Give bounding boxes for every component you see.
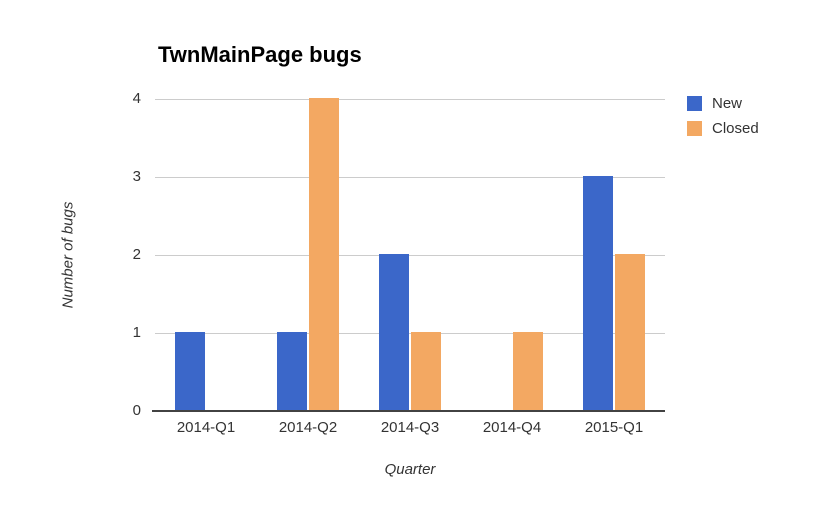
x-tick-labels: 2014-Q1 2014-Q2 2014-Q3 2014-Q4 2015-Q1 bbox=[155, 419, 665, 439]
legend-label-closed: Closed bbox=[712, 120, 759, 137]
legend: New Closed bbox=[687, 96, 759, 136]
gridline-3 bbox=[155, 177, 665, 178]
legend-label-new: New bbox=[712, 95, 743, 112]
x-tick-label-2014-Q2: 2014-Q2 bbox=[278, 419, 338, 436]
gridline-4 bbox=[155, 99, 665, 100]
chart-title: TwnMainPage bugs bbox=[158, 42, 362, 67]
gridline-1 bbox=[155, 333, 665, 334]
new-series-swatch bbox=[687, 96, 702, 111]
y-tick-label-0: 0 bbox=[132, 402, 141, 419]
bar-closed-2015-Q1 bbox=[615, 254, 645, 410]
plot-area bbox=[152, 98, 665, 412]
gridline-2 bbox=[155, 255, 665, 256]
bar-new-2014-Q3 bbox=[379, 254, 409, 410]
x-axis-title: Quarter bbox=[384, 461, 436, 478]
bar-closed-2014-Q4 bbox=[513, 332, 543, 410]
x-tick-label-2014-Q4: 2014-Q4 bbox=[482, 419, 542, 436]
x-tick-label-2014-Q1: 2014-Q1 bbox=[176, 419, 236, 436]
bar-new-2015-Q1 bbox=[583, 176, 613, 410]
bar-closed-2014-Q3 bbox=[411, 332, 441, 410]
y-tick-labels: 0 1 2 3 4 bbox=[0, 90, 141, 419]
legend-item-closed: Closed bbox=[687, 121, 759, 136]
y-tick-label-2: 2 bbox=[132, 246, 141, 263]
bar-closed-2014-Q2 bbox=[309, 98, 339, 410]
closed-series-swatch bbox=[687, 121, 702, 136]
y-tick-label-3: 3 bbox=[132, 168, 141, 185]
legend-item-new: New bbox=[687, 96, 759, 111]
x-axis-line bbox=[152, 410, 665, 412]
x-tick-label-2014-Q3: 2014-Q3 bbox=[380, 419, 440, 436]
bar-new-2014-Q1 bbox=[175, 332, 205, 410]
y-tick-label-4: 4 bbox=[132, 90, 141, 107]
y-tick-label-1: 1 bbox=[132, 324, 141, 341]
x-tick-label-2015-Q1: 2015-Q1 bbox=[584, 419, 644, 436]
bar-new-2014-Q2 bbox=[277, 332, 307, 410]
